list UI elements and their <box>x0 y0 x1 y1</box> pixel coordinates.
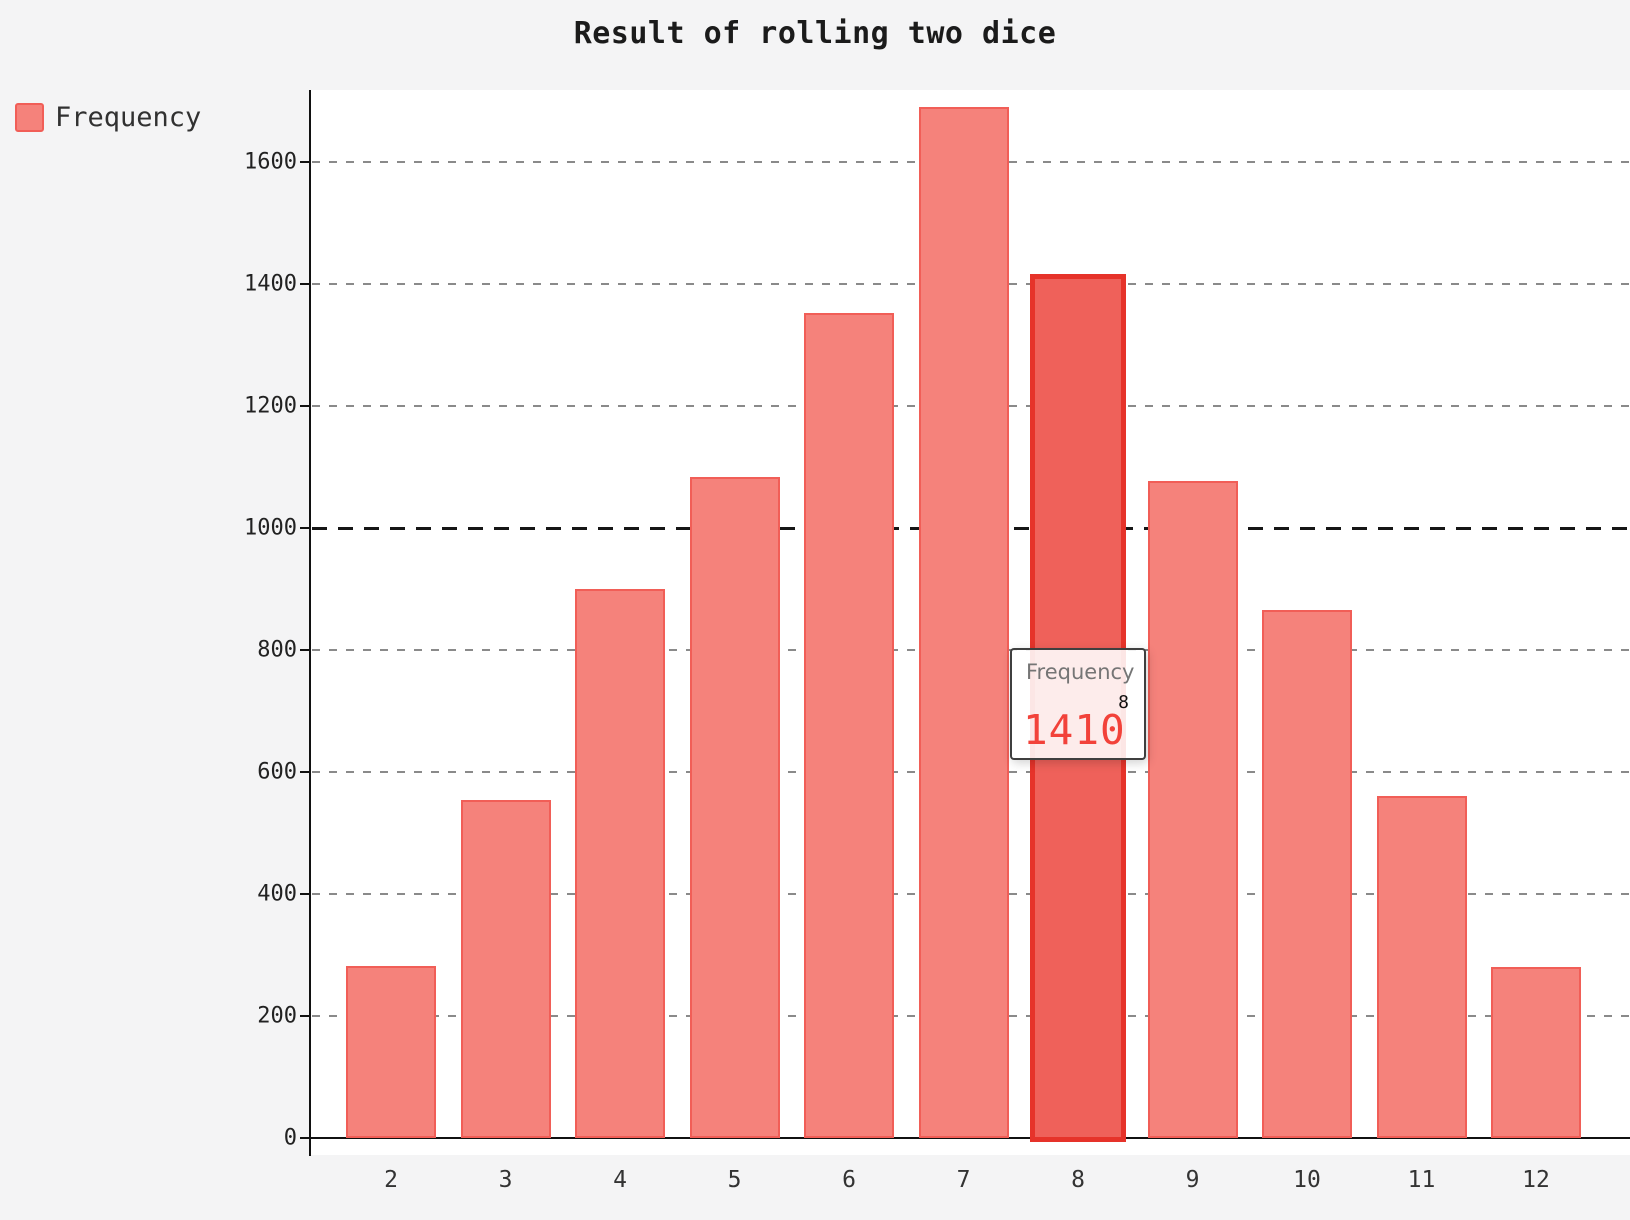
y-axis-label-1000: 1000 <box>244 515 297 541</box>
x-axis-label-11: 11 <box>1407 1167 1436 1193</box>
y-axis-tick-400 <box>300 893 310 895</box>
x-axis-label-7: 7 <box>956 1167 971 1193</box>
y-axis-line <box>309 90 311 1156</box>
bar-4[interactable] <box>575 589 665 1138</box>
y-axis-tick-0 <box>300 1137 310 1139</box>
legend-item-frequency[interactable]: Frequency <box>15 102 201 133</box>
y-axis-tick-1000 <box>300 527 310 529</box>
x-axis-label-2: 2 <box>384 1167 398 1193</box>
tooltip: Frequency 8 1410 <box>1010 648 1146 760</box>
x-axis-label-4: 4 <box>613 1167 627 1193</box>
y-axis-tick-1600 <box>300 161 310 163</box>
y-axis-label-0: 0 <box>283 1125 297 1151</box>
y-axis-tick-200 <box>300 1015 310 1017</box>
y-axis-label-400: 400 <box>257 881 297 907</box>
y-axis-tick-800 <box>300 649 310 651</box>
bar-11[interactable] <box>1376 796 1467 1138</box>
y-axis-label-1400: 1400 <box>244 271 297 297</box>
x-axis-line <box>309 1137 1630 1139</box>
x-axis-label-6: 6 <box>842 1167 856 1193</box>
x-axis-label-10: 10 <box>1293 1167 1321 1193</box>
bar-2[interactable] <box>346 965 436 1138</box>
bar-9[interactable] <box>1147 481 1238 1138</box>
y-axis-label-1200: 1200 <box>244 393 297 419</box>
y-axis-label-200: 200 <box>257 1003 297 1029</box>
bar-6[interactable] <box>804 313 894 1138</box>
legend-swatch-icon <box>15 103 44 132</box>
y-axis-tick-1200 <box>300 405 310 407</box>
legend-label: Frequency <box>55 102 202 133</box>
x-axis-label-9: 9 <box>1185 1167 1200 1193</box>
tooltip-category: 8 <box>1118 692 1129 713</box>
y-axis-label-800: 800 <box>257 637 297 663</box>
x-axis-label-12: 12 <box>1522 1167 1550 1193</box>
y-axis-label-1600: 1600 <box>244 149 297 175</box>
bar-10[interactable] <box>1262 609 1352 1138</box>
x-axis-label-3: 3 <box>498 1167 513 1193</box>
tooltip-series-label: Frequency <box>1026 660 1135 684</box>
y-axis-tick-600 <box>300 771 310 773</box>
bar-7[interactable] <box>918 107 1009 1138</box>
x-axis-label-5: 5 <box>727 1167 742 1193</box>
bar-3[interactable] <box>460 800 551 1138</box>
bar-5[interactable] <box>689 476 780 1138</box>
y-axis-tick-1400 <box>300 283 310 285</box>
x-axis-label-8: 8 <box>1071 1167 1085 1193</box>
tooltip-value: 1410 <box>1023 706 1126 754</box>
chart-title: Result of rolling two dice <box>573 16 1057 51</box>
bar-12[interactable] <box>1491 967 1581 1138</box>
y-axis-label-600: 600 <box>257 759 297 785</box>
